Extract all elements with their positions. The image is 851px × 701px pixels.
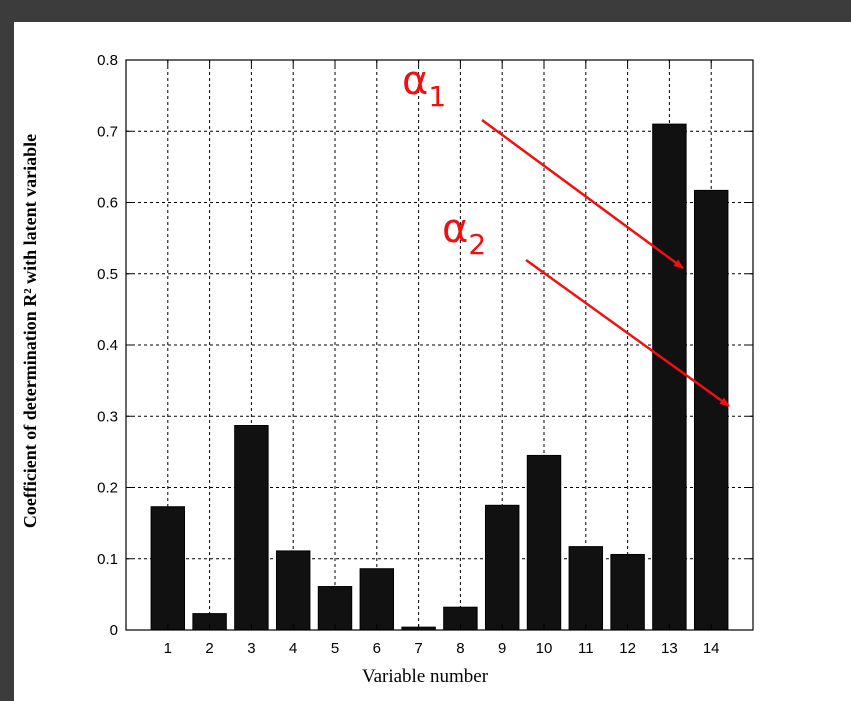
alpha-symbol: α	[402, 58, 428, 104]
alpha-subscript: 1	[428, 80, 446, 113]
bar	[150, 506, 186, 631]
x-tick-label: 7	[414, 640, 422, 657]
y-tick-label: 0.6	[97, 195, 118, 212]
bar	[610, 553, 645, 631]
alpha-label: α2	[442, 206, 486, 261]
y-tick-label: 0.4	[97, 337, 118, 354]
y-tick-label: 0	[110, 622, 118, 639]
bar	[275, 550, 311, 631]
y-tick-label: 0.3	[97, 408, 118, 425]
x-tick-label: 2	[205, 640, 213, 657]
bar	[317, 586, 353, 631]
x-axis-label: Variable number	[362, 666, 489, 687]
x-tick-label: 1	[164, 640, 172, 657]
x-tick-label: 9	[498, 640, 506, 657]
x-tick-label: 10	[536, 640, 553, 657]
bar	[526, 454, 562, 631]
bar-chart: 00.10.20.30.40.50.60.70.8 1 2 3 4 5 6 7 8 9 10 11 1…	[20, 52, 754, 687]
bar	[652, 123, 687, 631]
bar	[359, 568, 395, 631]
bar	[693, 189, 729, 631]
x-tick-label: 13	[661, 640, 678, 657]
x-tick-label: 5	[331, 640, 339, 657]
y-tick-label: 0.7	[97, 123, 118, 140]
y-axis-label: Coefficient of determination R² with lat…	[20, 134, 40, 528]
annotation-arrow	[481, 118, 684, 270]
y-ticks: 0 0.1 0.2 0.3 0.4 0.5 0.6 0.7 0.8	[97, 52, 753, 639]
x-tick-label: 4	[289, 640, 297, 657]
figure-panel: 0 0.1 0.2 0.3 0.4 0.5 0.6 0.7 0.8 1 2 3 4 5 6 7 8 9 10 11 1…	[14, 22, 851, 701]
y-tick-label: 0.2	[97, 480, 118, 497]
alpha-symbol: α	[442, 206, 468, 252]
y-tick-label: 0.5	[97, 266, 118, 283]
x-tick-label: 11	[578, 640, 594, 657]
bar	[568, 546, 604, 631]
x-tick-label: 3	[247, 640, 255, 657]
y-tick-label: 0.8	[97, 52, 118, 69]
bar	[484, 504, 520, 631]
x-tick-label: 14	[703, 640, 720, 657]
x-ticks: 1 2 3 4 5 6 7 8 9 10 11 12 13 14	[164, 60, 720, 657]
bars	[150, 123, 729, 631]
y-tick-label: 0.1	[97, 551, 118, 568]
alpha-subscript: 2	[468, 228, 486, 261]
alpha-label: α1	[402, 58, 446, 113]
x-tick-label: 6	[373, 640, 381, 657]
bar	[234, 425, 269, 631]
x-tick-label: 12	[619, 640, 636, 657]
x-tick-label: 8	[456, 640, 464, 657]
annotation-arrow	[525, 258, 730, 408]
